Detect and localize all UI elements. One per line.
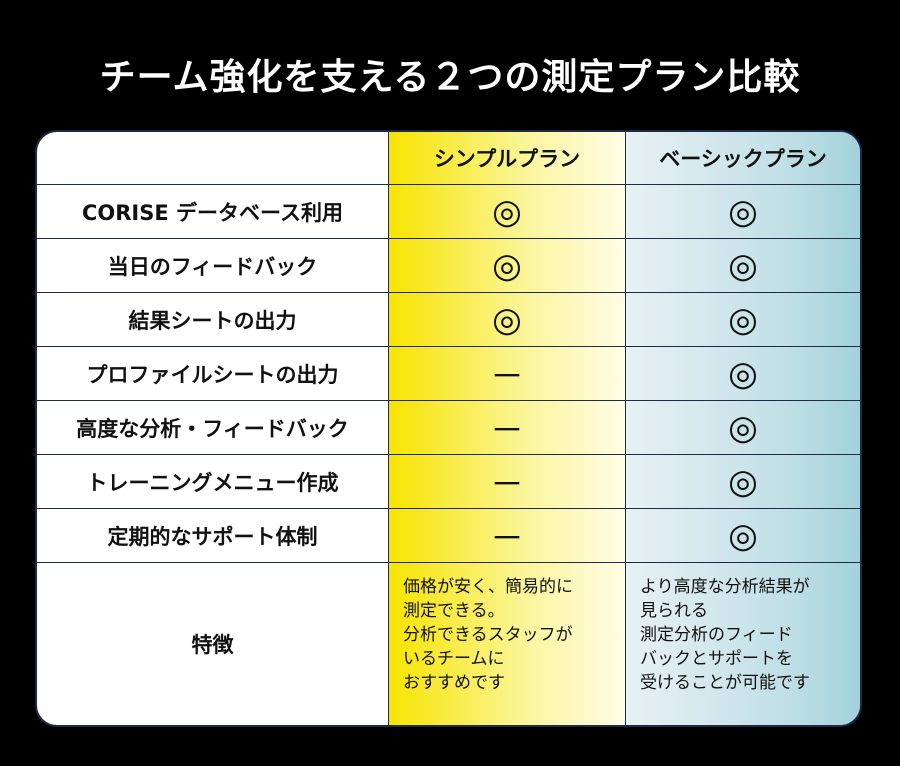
feature-label: 結果シートの出力 [37,293,389,347]
table-grid: シンプルプラン ベーシックプラン CORISE データベース利用 ◎ ◎ 当日のフィードバ… [37,132,860,725]
features-line: おすすめです [403,673,505,693]
title: チーム強化を支える２つの測定プラン比較 [99,57,801,98]
basic-column-bg [626,132,860,725]
availability-mark: ◎ [389,239,626,293]
features-line: バックとサポートを [640,649,793,669]
feature-label: トレーニングメニュー作成 [37,455,389,509]
availability-mark: ◎ [389,185,626,239]
plan-header: ベーシックプラン [626,132,860,185]
features-label: 特徴 [37,563,389,725]
simple-column-bg [389,132,626,725]
features-text: 価格が安く、簡易的に 測定できる。分析できるスタッフが いるチームに おすすめです [389,563,626,725]
features-line: 受けることが可能です [640,673,810,693]
feature-label: 高度な分析・フィードバック [37,401,389,455]
comparison-table: シンプルプラン ベーシックプラン CORISE データベース利用 ◎ ◎ 当日のフィードバ… [35,130,862,727]
feature-label: プロファイルシートの出力 [37,347,389,401]
features-line: 価格が安く、簡易的に [403,577,573,597]
availability-mark: ◎ [626,509,860,563]
availability-mark: － [389,509,626,563]
feature-label: CORISE データベース利用 [37,185,389,239]
features-text: より高度な分析結果が 見られる測定分析のフィード バックとサポートを 受けることが可能… [626,563,860,725]
availability-mark: ◎ [626,239,860,293]
availability-mark: ◎ [626,347,860,401]
availability-mark: ◎ [626,401,860,455]
plan-header: シンプルプラン [389,132,626,185]
feature-label: 定期的なサポート体制 [37,509,389,563]
features-line: いるチームに [403,649,505,669]
availability-mark: － [389,401,626,455]
availability-mark: ◎ [626,455,860,509]
header-blank [37,132,389,185]
features-line: 分析できるスタッフが [403,625,573,645]
availability-mark: － [389,455,626,509]
features-line: より高度な分析結果が [640,577,810,597]
availability-mark: － [389,347,626,401]
feature-label: 当日のフィードバック [37,239,389,293]
availability-mark: ◎ [626,185,860,239]
availability-mark: ◎ [626,293,860,347]
availability-mark: ◎ [389,293,626,347]
features-line: 測定分析のフィード [640,625,793,645]
features-line: 見られる [640,601,708,621]
features-line: 測定できる。 [403,601,505,621]
